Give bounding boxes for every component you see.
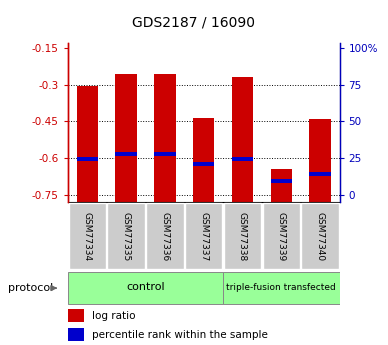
Text: GSM77336: GSM77336 (160, 212, 170, 261)
Bar (232, 157, 253, 161)
Bar (154, 152, 176, 156)
Bar (76, 86, 98, 202)
Bar (193, 118, 215, 202)
Bar (185, 203, 222, 269)
Bar (263, 203, 300, 269)
Text: GSM77338: GSM77338 (238, 212, 247, 261)
Bar (69, 203, 106, 269)
Text: control: control (126, 283, 165, 292)
Bar (271, 169, 292, 202)
Bar (232, 77, 253, 202)
Bar (271, 179, 292, 183)
Text: GSM77339: GSM77339 (277, 212, 286, 261)
Bar (310, 171, 331, 176)
Bar (154, 73, 176, 202)
Text: GSM77334: GSM77334 (83, 212, 92, 261)
Bar (223, 272, 340, 304)
Bar (193, 162, 215, 166)
Bar (68, 272, 223, 304)
Bar (116, 73, 137, 202)
Text: GDS2187 / 16090: GDS2187 / 16090 (132, 16, 256, 29)
Bar (224, 203, 261, 269)
Text: triple-fusion transfected: triple-fusion transfected (227, 283, 336, 292)
Bar (68, 328, 84, 341)
Bar (68, 309, 84, 322)
Text: GSM77340: GSM77340 (315, 212, 325, 261)
Bar (76, 157, 98, 161)
Bar (301, 203, 339, 269)
Text: protocol: protocol (8, 283, 53, 293)
Bar (146, 203, 184, 269)
Bar (310, 119, 331, 202)
Bar (107, 203, 145, 269)
Text: percentile rank within the sample: percentile rank within the sample (92, 330, 268, 340)
Text: GSM77337: GSM77337 (199, 212, 208, 261)
Bar (116, 152, 137, 156)
Text: log ratio: log ratio (92, 310, 136, 321)
Text: GSM77335: GSM77335 (121, 212, 131, 261)
